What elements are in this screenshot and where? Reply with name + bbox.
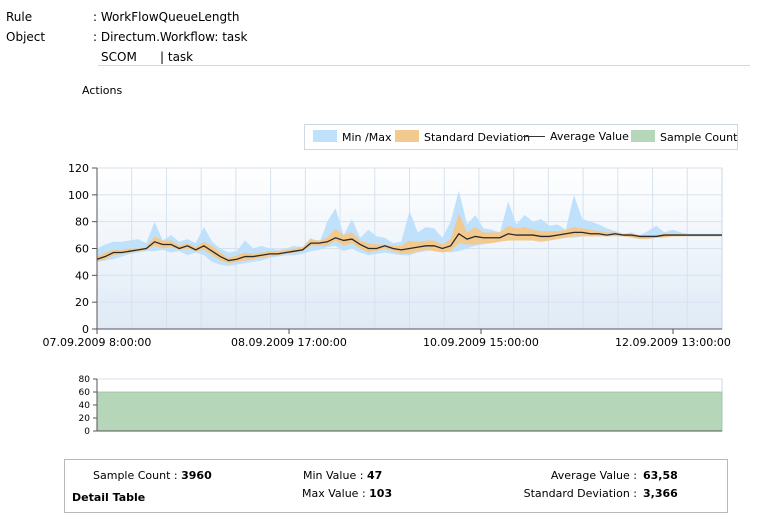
sample-count-stat: Sample Count : 3960 <box>93 469 212 482</box>
actions-link[interactable]: Actions <box>82 84 123 97</box>
series-sample-count-area <box>96 391 723 432</box>
legend-label-minmax: Min /Max <box>342 131 392 144</box>
std-dev-label: Standard Deviation : <box>523 487 637 500</box>
object-label: Object <box>6 30 46 44</box>
count-y-tick-label: 80 <box>79 375 91 385</box>
statistics-panel: Sample Count : 3960 Min Value : 47 Max V… <box>64 459 728 513</box>
legend-swatch-stddev <box>395 130 419 142</box>
legend-label-sample-count: Sample Count <box>660 131 738 144</box>
max-value-value: 103 <box>369 487 393 500</box>
legend-label-stddev: Standard Deviation <box>424 131 531 144</box>
x-tick-label: 08.09.2009 17:00:00 <box>231 336 347 349</box>
legend-item-average[interactable]: Average Value <box>523 130 629 144</box>
std-dev-number: 3,366 <box>643 487 678 500</box>
legend-item-sample-count[interactable]: Sample Count <box>631 130 737 144</box>
y-tick-label: 60 <box>75 243 89 256</box>
x-tick-label: 12.09.2009 13:00:00 <box>615 336 731 349</box>
series-stddev-band <box>97 213 722 264</box>
y-tick-label: 0 <box>82 323 89 336</box>
rule-label: Rule <box>6 10 33 24</box>
sample-count-chart: 0 20 40 60 80 <box>79 375 723 437</box>
y-tick-label: 120 <box>68 162 89 175</box>
series-minmax-band <box>97 190 722 266</box>
sample-count-value: 3960 <box>181 469 212 482</box>
max-value-stat: Max Value : 103 <box>302 487 392 500</box>
max-value-label: Max Value : <box>302 487 366 500</box>
chart-legend: Min /Max Standard Deviation Average Valu… <box>304 124 738 150</box>
y-tick-label: 80 <box>75 216 89 229</box>
y-tick-label: 100 <box>68 189 89 202</box>
legend-swatch-minmax <box>313 130 337 142</box>
sample-count-label: Sample Count : <box>93 469 178 482</box>
legend-swatch-average <box>523 136 545 137</box>
x-tick-label: 10.09.2009 15:00:00 <box>423 336 539 349</box>
path-segment-task[interactable]: | task <box>160 50 194 64</box>
count-y-tick-label: 40 <box>79 401 91 411</box>
min-value-label: Min Value : <box>303 469 364 482</box>
header-divider <box>98 65 750 66</box>
x-tick-label: 07.09.2009 8:00:00 <box>43 336 152 349</box>
y-tick-label: 40 <box>75 269 89 282</box>
legend-label-average: Average Value <box>550 130 629 143</box>
count-y-tick-label: 0 <box>84 427 90 437</box>
y-tick-label: 20 <box>75 296 89 309</box>
average-value-number: 63,58 <box>643 469 678 482</box>
std-dev-stat: Standard Deviation : <box>524 487 637 500</box>
legend-swatch-sample-count <box>631 130 655 142</box>
path-segment-scom[interactable]: SCOM <box>101 50 137 64</box>
count-y-tick-label: 20 <box>79 414 91 424</box>
object-value: : Directum.Workflow: task <box>93 30 248 44</box>
min-value-value: 47 <box>366 469 383 482</box>
count-y-tick-label: 60 <box>79 388 91 398</box>
average-value-stat: Average Value : <box>551 469 637 482</box>
series-average-line <box>96 231 722 262</box>
legend-item-minmax[interactable]: Min /Max <box>313 130 391 144</box>
detail-table-link[interactable]: Detail Table <box>72 491 146 504</box>
legend-item-stddev[interactable]: Standard Deviation <box>395 130 530 144</box>
min-value-stat: Min Value : 47 <box>303 469 382 482</box>
queue-length-chart: 0 20 40 60 80 100 120 07.09.2009 8:00:00 08.09.2… <box>43 162 731 349</box>
rule-value: : WorkFlowQueueLength <box>93 10 240 24</box>
average-value-label: Average Value : <box>550 469 637 482</box>
